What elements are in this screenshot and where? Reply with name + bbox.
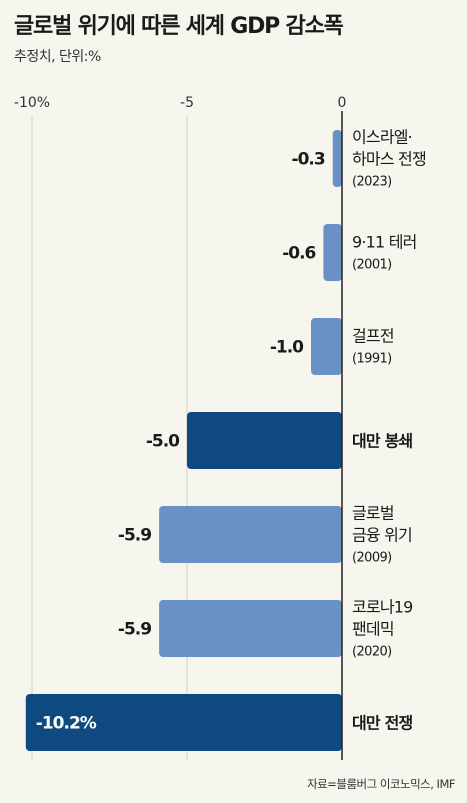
category-label: 걸프전 — [352, 327, 394, 346]
bar — [25, 694, 343, 751]
category-label: 하마스 전쟁 — [352, 150, 426, 169]
category-year-label: (1991) — [352, 352, 392, 367]
x-tick-label: 0 — [338, 95, 347, 111]
label-layer: -10% -5 0 -0.3 이스라엘· 하마스 전쟁 (2023) -0.6 9·11 테러 (… — [14, 95, 427, 734]
bar-value-label: -0.6 — [282, 244, 315, 264]
category-year-label: (2020) — [352, 645, 392, 660]
bar — [187, 412, 342, 469]
bar-layer — [25, 130, 343, 751]
bar-value-label: -1.0 — [270, 338, 304, 358]
category-label: 팬데믹 — [352, 620, 394, 639]
chart-subtitle: 추정치, 단위:% — [14, 49, 101, 65]
bar-value-label: -5.0 — [146, 432, 180, 452]
category-label: 9·11 테러 — [352, 233, 417, 252]
category-year-label: (2009) — [352, 551, 392, 566]
bar-value-label: -5.9 — [118, 526, 151, 546]
bar — [159, 506, 342, 563]
category-label: 금융 위기 — [352, 526, 412, 545]
category-label: 코로나19 — [352, 598, 413, 617]
category-year-label: (2023) — [352, 175, 392, 190]
category-label: 대만 봉쇄 — [352, 432, 413, 451]
chart-title: 글로벌 위기에 따른 세계 GDP 감소폭 — [14, 14, 344, 39]
bar — [332, 130, 342, 187]
bar — [323, 224, 342, 281]
bar-chart: -10% -5 0 -0.3 이스라엘· 하마스 전쟁 (2023) -0.6 9·11 테러 (… — [14, 95, 427, 760]
bar-value-label: -5.9 — [118, 620, 151, 640]
category-label: 이스라엘· — [352, 128, 412, 147]
bar-value-label: -0.3 — [292, 150, 325, 170]
bar — [311, 318, 342, 375]
x-tick-label: -5 — [180, 95, 194, 111]
source-note: 자료=블룸버그 이코노믹스, IMF — [307, 777, 455, 791]
category-label: 대만 전쟁 — [352, 714, 413, 733]
bar — [159, 600, 342, 657]
bar-value-label: -10.2% — [36, 714, 97, 734]
x-tick-label: -10% — [14, 95, 50, 111]
category-year-label: (2001) — [352, 258, 392, 273]
category-label: 글로벌 — [352, 504, 394, 523]
